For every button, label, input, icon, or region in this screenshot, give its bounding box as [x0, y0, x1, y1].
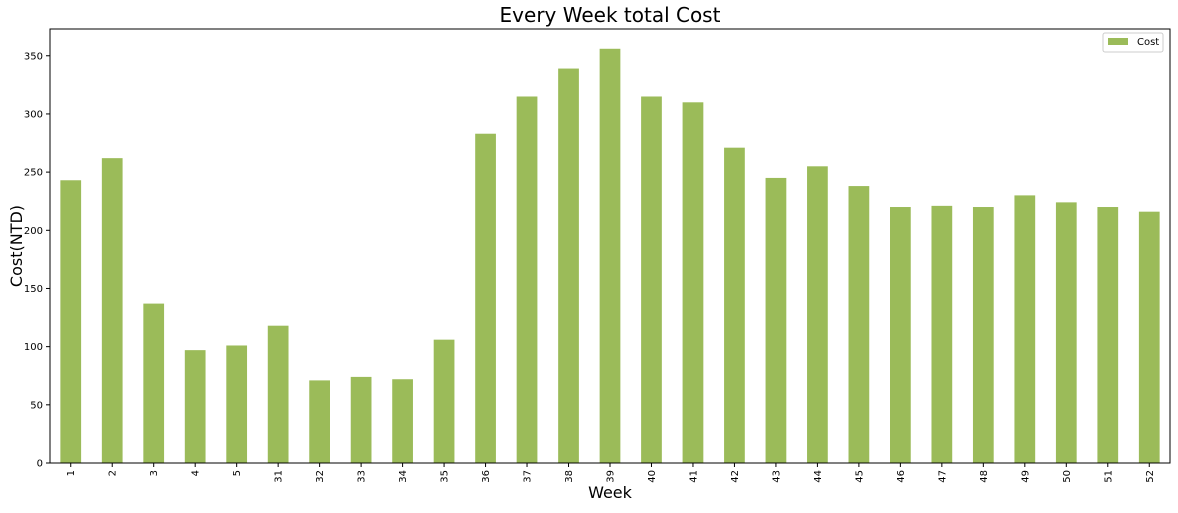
bar-week-33 — [350, 376, 372, 463]
bar-week-1 — [60, 180, 82, 463]
y-tick-label: 250 — [24, 168, 43, 179]
bar-week-2 — [101, 158, 123, 463]
bar-week-47 — [931, 205, 953, 464]
x-tick-label: 43 — [771, 470, 782, 483]
x-tick-label: 35 — [440, 470, 451, 483]
bar-week-5 — [226, 345, 248, 463]
x-tick-label: 32 — [315, 470, 326, 483]
x-tick-label: 5 — [232, 470, 243, 476]
bar-week-48 — [972, 207, 994, 463]
x-tick-label: 52 — [1145, 470, 1156, 483]
x-tick-label: 47 — [937, 470, 948, 483]
legend-label: Cost — [1137, 37, 1159, 48]
bar-week-39 — [599, 48, 621, 463]
bar-week-50 — [1055, 202, 1077, 463]
bar-week-34 — [392, 379, 413, 463]
x-tick-label: 51 — [1103, 470, 1114, 483]
bar-week-42 — [724, 147, 745, 463]
x-tick-label: 48 — [979, 470, 990, 483]
x-tick-label: 1 — [66, 470, 77, 476]
legend-box — [1102, 32, 1164, 53]
bar-week-45 — [848, 186, 870, 463]
y-axis: 0 50 100 150 200 250 300 350 — [24, 51, 50, 470]
bar-week-3 — [143, 303, 165, 463]
x-tick-label: 36 — [481, 470, 492, 483]
x-tick-label: 44 — [813, 470, 824, 483]
x-tick-label: 50 — [1062, 470, 1073, 483]
x-tick-label: 3 — [149, 470, 160, 476]
x-tick-label: 31 — [274, 470, 285, 483]
chart-title: Every Week total Cost — [500, 3, 721, 27]
x-tick-label: 34 — [398, 470, 409, 483]
x-tick-label: 4 — [191, 470, 202, 476]
x-tick-label: 2 — [108, 470, 119, 476]
x-tick-label: 45 — [854, 470, 865, 483]
bar-week-35 — [433, 339, 455, 463]
plot-frame — [49, 28, 1171, 464]
y-tick-label: 100 — [24, 342, 43, 353]
x-tick-label: 38 — [564, 470, 575, 483]
bar-week-52 — [1138, 211, 1160, 463]
x-axis: 1 2 3 4 5 31 32 33 34 35 36 37 38 39 40 41 42 43 44 45 46 47 4… — [66, 463, 1156, 483]
bar-week-43 — [765, 177, 787, 463]
x-tick-label: 49 — [1020, 470, 1031, 483]
bar-week-36 — [475, 133, 496, 463]
bars-layer — [60, 48, 1160, 464]
bar-week-31 — [267, 325, 289, 463]
x-tick-label: 39 — [606, 470, 617, 483]
bar-week-37 — [516, 96, 538, 464]
y-axis-label: Cost(NTD) — [7, 205, 26, 287]
bar-week-46 — [890, 207, 911, 463]
y-tick-label: 350 — [24, 51, 43, 62]
y-tick-label: 200 — [24, 226, 43, 237]
bar-week-4 — [184, 350, 206, 463]
y-tick-label: 300 — [24, 109, 43, 120]
y-tick-label: 50 — [30, 400, 43, 411]
x-tick-label: 40 — [647, 470, 658, 483]
x-axis-label: Week — [588, 483, 633, 502]
bar-week-44 — [807, 166, 828, 464]
x-tick-label: 42 — [730, 470, 741, 483]
y-tick-label: 150 — [24, 284, 43, 295]
bar-week-32 — [309, 380, 330, 463]
x-tick-label: 37 — [523, 470, 534, 483]
bar-week-38 — [558, 68, 579, 463]
x-tick-label: 46 — [896, 470, 907, 483]
y-tick-label: 0 — [37, 459, 43, 470]
legend: Cost — [1102, 32, 1164, 53]
bar-week-49 — [1014, 195, 1036, 463]
bar-week-51 — [1097, 207, 1119, 463]
legend-swatch — [1108, 38, 1128, 45]
x-tick-label: 33 — [357, 470, 368, 483]
x-tick-label: 41 — [688, 470, 699, 483]
bar-week-40 — [641, 96, 662, 464]
bar-week-41 — [682, 102, 704, 464]
